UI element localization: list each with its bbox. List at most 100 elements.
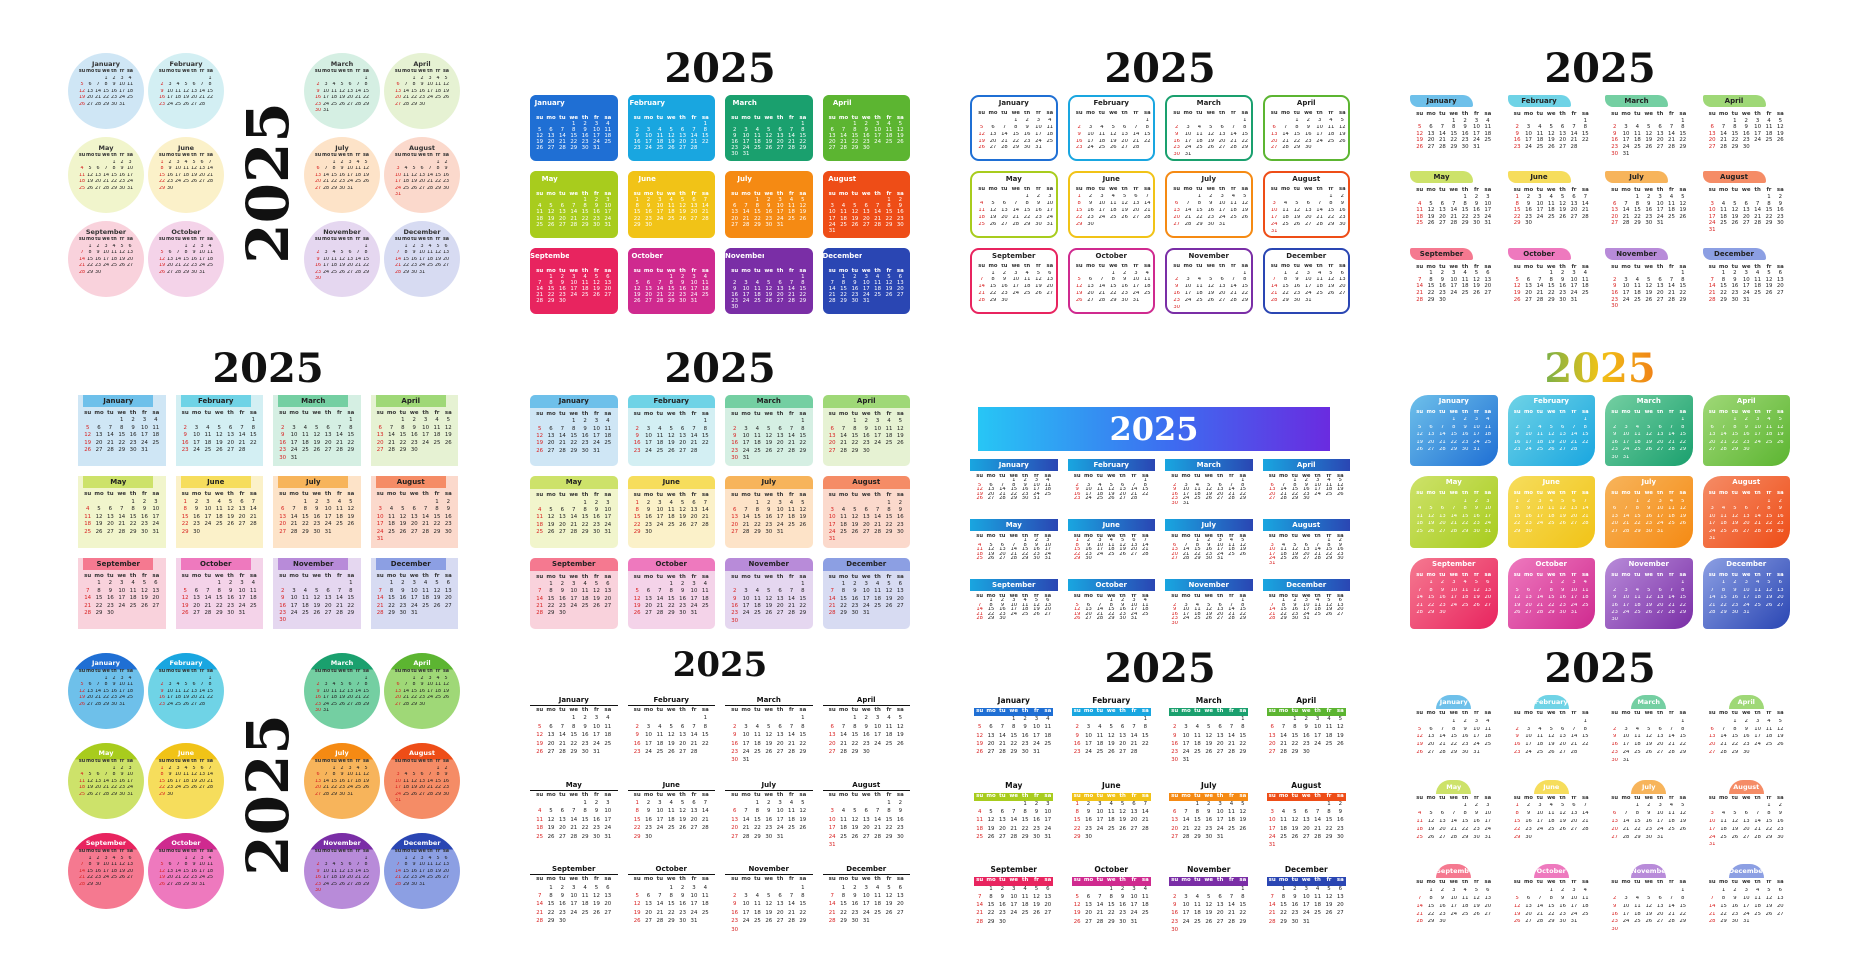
day-cell: 30 [1173,152,1180,158]
day-cell: 28 [536,297,544,304]
day-cell: 2 [444,159,448,165]
day-cell: 24 [1130,611,1138,617]
day-cell: 18 [1327,131,1335,137]
day-cell: 17 [1484,207,1492,214]
day-cell: 29 [410,701,418,707]
day-cell: 8 [1463,200,1467,207]
month-title: February [627,695,715,706]
weekday-label: th [324,410,332,416]
month-title: March [1605,95,1668,107]
day-cell: 10 [198,862,206,868]
day-cell: 30 [1611,454,1618,460]
day-cell: 22 [1679,602,1687,608]
weekday-label: mo [838,191,849,198]
day-cell: 21 [290,521,298,528]
day-cell: 6 [348,862,352,868]
day-cell: 9 [1613,432,1617,438]
day-cell: 20 [828,740,836,747]
weekday-label: th [347,153,353,158]
month-title: October [1067,579,1155,591]
weekday-label: we [666,791,676,798]
day-cell: 11 [581,279,589,286]
day-cell: 5 [160,862,164,868]
day-cell: 30 [314,108,322,114]
day-cell: 17 [1216,547,1224,552]
weekday-label: th [1121,263,1128,269]
day-cell: 31 [346,185,354,191]
day-cell: 16 [410,432,418,439]
day-cell: 28 [206,785,214,791]
day-cell: 26 [362,785,370,791]
day-cell: 27 [1087,298,1094,304]
day-cell: 4 [1721,506,1726,512]
day-cell: 24 [322,269,330,275]
day-cell: 30 [110,101,118,107]
day-cell: 12 [1645,283,1653,290]
day-cell: 10 [126,166,134,172]
day-cell: 2 [1647,498,1651,504]
weekday-label: su [1075,187,1083,193]
weekday-label: we [764,411,774,417]
day-cell: 5 [1647,124,1651,131]
day-cell: 18 [753,602,761,609]
weekday-label: we [1206,263,1215,269]
day-cell: 12 [118,862,126,868]
day-cell: 24 [1525,447,1532,453]
day-cell: 31 [1033,496,1040,501]
day-cell: 14 [788,285,795,292]
day-cell: 10 [1742,276,1750,283]
day-cell: 9 [1440,276,1445,283]
day-cell: 19 [338,95,346,101]
day-cell: 10 [1302,602,1310,608]
day-cell: 24 [1708,528,1716,534]
month-days-grid: su mo tu we th fr sa 1 2 3 4 5 6 7 8 9 10 11 12 13 14 15 16 17 1… [277,410,357,462]
day-cell: 24 [1622,144,1630,151]
day-cell: 7 [703,800,708,807]
day-cell: 13 [1270,131,1278,137]
day-cell: 7 [108,424,113,431]
day-cell: 7 [744,506,748,513]
day-cell: 24 [346,785,354,791]
day-cell: 29 [799,447,807,454]
day-cell: 23 [1559,602,1566,608]
day-cell: 18 [536,825,544,832]
day-cell: 14 [388,432,395,439]
weekday-label: we [1449,572,1458,578]
day-cell: 2 [316,682,320,688]
day-cell: 24 [656,215,664,222]
day-cell: 20 [346,95,354,101]
weekday-label: mo [643,573,654,580]
day-cell: 5 [1207,602,1211,608]
day-cell: 31 [604,221,612,228]
day-cell: 25 [536,221,544,228]
day-cell: 10 [1184,284,1192,290]
day-cell: 6 [108,506,113,513]
day-cell: 22 [851,139,859,146]
weekday-label: fr [1766,187,1772,194]
day-cell: 16 [1513,137,1521,144]
day-cell: 10 [604,203,612,210]
day-cell: 12 [1731,207,1739,214]
day-cell: 26 [976,496,983,501]
weekday-label: fr [199,669,205,674]
day-cell: 12 [987,547,995,552]
weekday-label: we [861,267,871,274]
day-cell: 20 [1044,607,1052,612]
day-cell: 11 [1021,602,1029,608]
weekday-label: we [418,849,426,854]
day-cell: 12 [86,778,94,784]
month-days-grid: su mo tu we th fr sa 1 2 3 4 5 6 7 8 9 10 11 12 13 14 15 16 17 1… [394,69,450,115]
day-cell: 2 [1086,538,1091,543]
weekday-label: sa [1484,572,1492,578]
day-cell: 29 [799,610,807,617]
weekday-label: we [409,410,419,416]
day-cell: 10 [1044,542,1052,548]
day-cell: 23 [1742,439,1750,445]
day-cell: 5 [1122,194,1127,200]
day-cell: 9 [120,166,124,172]
day-cell: 12 [227,506,235,513]
day-cell: 13 [1044,602,1052,608]
month-march: March su mo tu we th fr sa 1 2 3 4 5 6 7 8 9 10 11 12 13 14 15… [1165,459,1253,509]
day-cell: 17 [1304,284,1312,290]
weekday-label: we [764,267,774,274]
